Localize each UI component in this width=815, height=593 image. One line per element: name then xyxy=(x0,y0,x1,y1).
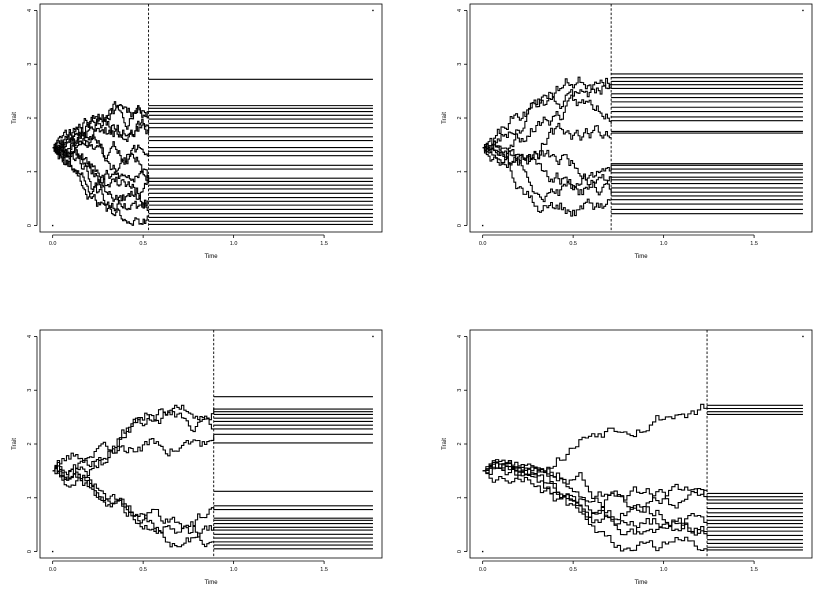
corner-point xyxy=(802,335,804,338)
x-tick-label: 1.0 xyxy=(660,241,668,247)
lineage-path xyxy=(482,459,708,537)
y-tick-label: 3 xyxy=(27,389,33,392)
y-axis-label: Trait xyxy=(442,438,448,450)
y-tick-label: 2 xyxy=(457,116,463,119)
lineage-path xyxy=(52,435,215,480)
y-tick-label: 3 xyxy=(457,63,463,66)
y-tick-label: 4 xyxy=(457,9,463,12)
plot-frame xyxy=(469,329,813,559)
lineage-path xyxy=(482,462,708,552)
corner-point xyxy=(802,9,804,12)
x-axis-label: Time xyxy=(634,580,648,586)
lineage-path xyxy=(482,465,708,513)
y-tick-label: 2 xyxy=(457,442,463,445)
x-tick-label: 0.0 xyxy=(479,241,487,247)
lineage-path xyxy=(482,76,612,153)
y-tick-label: 0 xyxy=(457,224,463,227)
corner-point xyxy=(372,335,374,338)
lineage-path xyxy=(52,117,150,149)
y-tick-label: 0 xyxy=(457,550,463,553)
x-tick-label: 0.5 xyxy=(569,241,577,247)
lineage-path xyxy=(482,144,612,217)
x-tick-label: 1.0 xyxy=(660,567,668,573)
lineage-path xyxy=(52,136,150,181)
lineage-path xyxy=(52,104,150,161)
x-tick-label: 1.0 xyxy=(230,241,238,247)
lineage-path xyxy=(482,137,612,181)
y-axis-label: Trait xyxy=(12,438,18,450)
x-tick-label: 0.0 xyxy=(49,567,57,573)
x-axis-label: Time xyxy=(204,580,218,586)
x-tick-label: 0.5 xyxy=(139,241,147,247)
chart-panel-top-left: 0.0 0.5 1.0 1.5 0 1 2 3 4 Time Trait xyxy=(12,3,383,260)
origin-point xyxy=(51,224,54,227)
chart-panel-top-right: 0.0 0.5 1.0 1.5 0 1 2 3 4 Time Trait xyxy=(442,3,813,260)
y-tick-label: 4 xyxy=(27,335,33,338)
lineage-path xyxy=(52,138,150,213)
x-tick-label: 1.5 xyxy=(320,241,328,247)
y-axis-label: Trait xyxy=(442,112,448,124)
chart-panel-bottom-left: 0.0 0.5 1.0 1.5 0 1 2 3 4 Time Trait xyxy=(12,329,383,586)
y-axis-label: Trait xyxy=(12,112,18,124)
lineage-path xyxy=(52,466,215,548)
y-tick-label: 2 xyxy=(27,442,33,445)
y-tick-label: 1 xyxy=(27,496,33,499)
origin-point xyxy=(481,550,484,553)
x-axis-label: Time xyxy=(634,254,648,260)
x-tick-label: 1.5 xyxy=(750,567,758,573)
lineage-path xyxy=(52,123,150,163)
y-tick-label: 3 xyxy=(457,389,463,392)
lineage-path xyxy=(52,404,215,488)
lineage-path xyxy=(52,408,215,472)
x-axis-label: Time xyxy=(204,254,218,260)
x-tick-label: 0.5 xyxy=(139,567,147,573)
lineage-path xyxy=(482,144,612,203)
origin-point xyxy=(481,224,484,227)
y-tick-label: 3 xyxy=(27,63,33,66)
plot-frame xyxy=(39,329,383,559)
y-tick-label: 0 xyxy=(27,550,33,553)
x-tick-label: 1.0 xyxy=(230,567,238,573)
y-tick-label: 1 xyxy=(457,170,463,173)
origin-point xyxy=(51,550,54,553)
lineage-path xyxy=(482,461,708,508)
lineage-path xyxy=(482,147,612,196)
x-tick-label: 0.0 xyxy=(479,567,487,573)
plot-frame xyxy=(469,3,813,233)
lineage-path xyxy=(52,142,150,226)
lineage-path xyxy=(52,142,150,208)
chart-panel-bottom-right: 0.0 0.5 1.0 1.5 0 1 2 3 4 Time Trait xyxy=(442,329,813,586)
x-tick-label: 1.5 xyxy=(320,567,328,573)
y-tick-label: 0 xyxy=(27,224,33,227)
lineage-path xyxy=(482,460,708,536)
x-tick-label: 1.5 xyxy=(750,241,758,247)
y-tick-label: 2 xyxy=(27,116,33,119)
x-tick-label: 0.0 xyxy=(49,241,57,247)
y-tick-label: 1 xyxy=(457,496,463,499)
plot-frame xyxy=(39,3,383,233)
lineage-path xyxy=(482,122,612,169)
y-tick-label: 4 xyxy=(457,335,463,338)
y-tick-label: 1 xyxy=(27,170,33,173)
y-tick-label: 4 xyxy=(27,9,33,12)
lineage-path xyxy=(482,79,612,151)
corner-point xyxy=(372,9,374,12)
x-tick-label: 0.5 xyxy=(569,567,577,573)
